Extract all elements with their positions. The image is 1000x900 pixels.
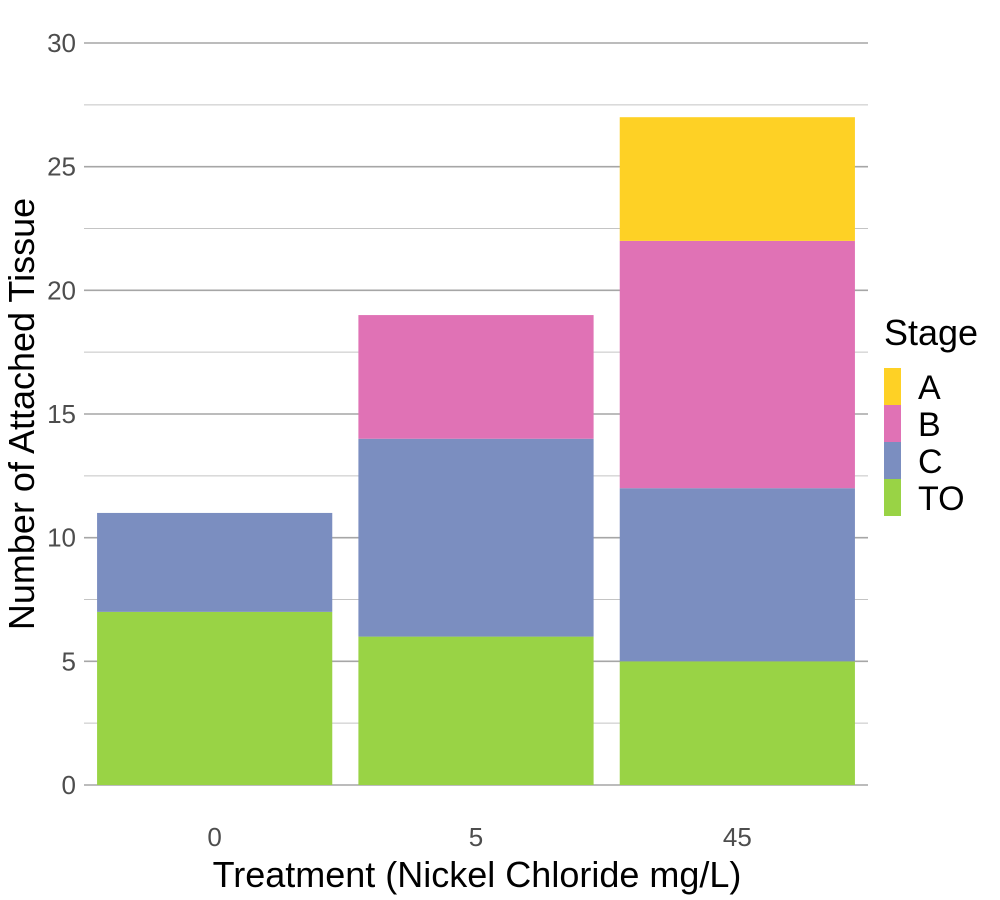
y-tick-label: 5 [62, 646, 76, 676]
bar-segment-b [619, 240, 855, 489]
legend-swatch-b [884, 405, 901, 442]
legend-swatch-to [884, 479, 901, 516]
bar-segment-to [97, 611, 333, 785]
x-tick-label: 5 [469, 822, 483, 852]
y-tick-label: 25 [47, 152, 76, 182]
x-axis-title: Treatment (Nickel Chloride mg/L) [213, 854, 742, 895]
bar-segment-to [619, 661, 855, 785]
bar-segment-b [358, 315, 594, 439]
y-tick-label: 10 [47, 523, 76, 553]
bar-segment-c [358, 438, 594, 637]
x-tick-labels: 0 5 45 [207, 822, 751, 852]
bar-segment-c [97, 512, 333, 612]
legend-label: B [918, 406, 941, 444]
legend-label: A [918, 369, 941, 407]
y-tick-label: 15 [47, 399, 76, 429]
x-tick-label: 0 [207, 822, 221, 852]
legend-title: Stage [884, 312, 978, 353]
y-axis-title: Number of Attached Tissue [1, 198, 42, 630]
legend-label: TO [918, 480, 965, 518]
legend-label: C [918, 443, 943, 481]
bar-segment-c [619, 488, 855, 662]
y-tick-label: 30 [47, 28, 76, 58]
legend-swatch-a [884, 368, 901, 405]
y-tick-label: 20 [47, 275, 76, 305]
legend-swatch-c [884, 442, 901, 479]
bar-segment-a [619, 117, 855, 241]
y-tick-label: 0 [62, 770, 76, 800]
bar-segment-to [358, 636, 594, 785]
bars [97, 117, 855, 785]
y-tick-labels: 0 5 10 15 20 25 30 [47, 28, 76, 800]
x-tick-label: 45 [723, 822, 752, 852]
